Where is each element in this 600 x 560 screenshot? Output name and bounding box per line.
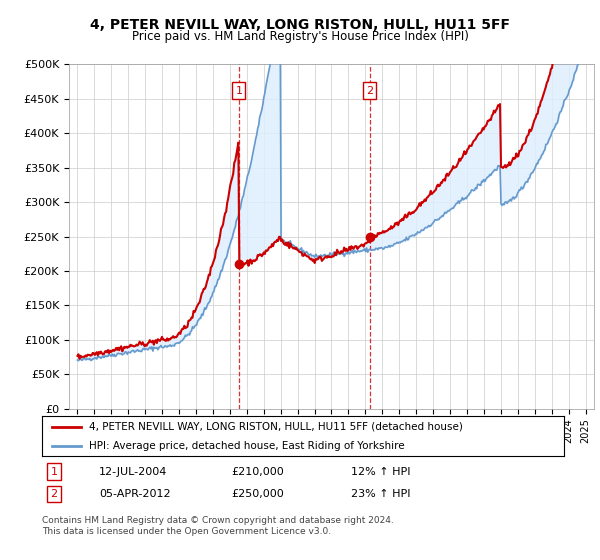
Text: £210,000: £210,000 (231, 466, 284, 477)
Text: 23% ↑ HPI: 23% ↑ HPI (351, 489, 410, 499)
Text: 4, PETER NEVILL WAY, LONG RISTON, HULL, HU11 5FF (detached house): 4, PETER NEVILL WAY, LONG RISTON, HULL, … (89, 422, 463, 432)
Text: HPI: Average price, detached house, East Riding of Yorkshire: HPI: Average price, detached house, East… (89, 441, 404, 450)
Text: 4, PETER NEVILL WAY, LONG RISTON, HULL, HU11 5FF: 4, PETER NEVILL WAY, LONG RISTON, HULL, … (90, 18, 510, 32)
Text: 1: 1 (235, 86, 242, 96)
Text: Price paid vs. HM Land Registry's House Price Index (HPI): Price paid vs. HM Land Registry's House … (131, 30, 469, 43)
Text: 12% ↑ HPI: 12% ↑ HPI (351, 466, 410, 477)
Text: 1: 1 (50, 466, 58, 477)
Text: 12-JUL-2004: 12-JUL-2004 (99, 466, 167, 477)
Text: 2: 2 (366, 86, 373, 96)
Text: £250,000: £250,000 (231, 489, 284, 499)
Text: 05-APR-2012: 05-APR-2012 (99, 489, 170, 499)
Text: Contains HM Land Registry data © Crown copyright and database right 2024.
This d: Contains HM Land Registry data © Crown c… (42, 516, 394, 536)
Text: 2: 2 (50, 489, 58, 499)
